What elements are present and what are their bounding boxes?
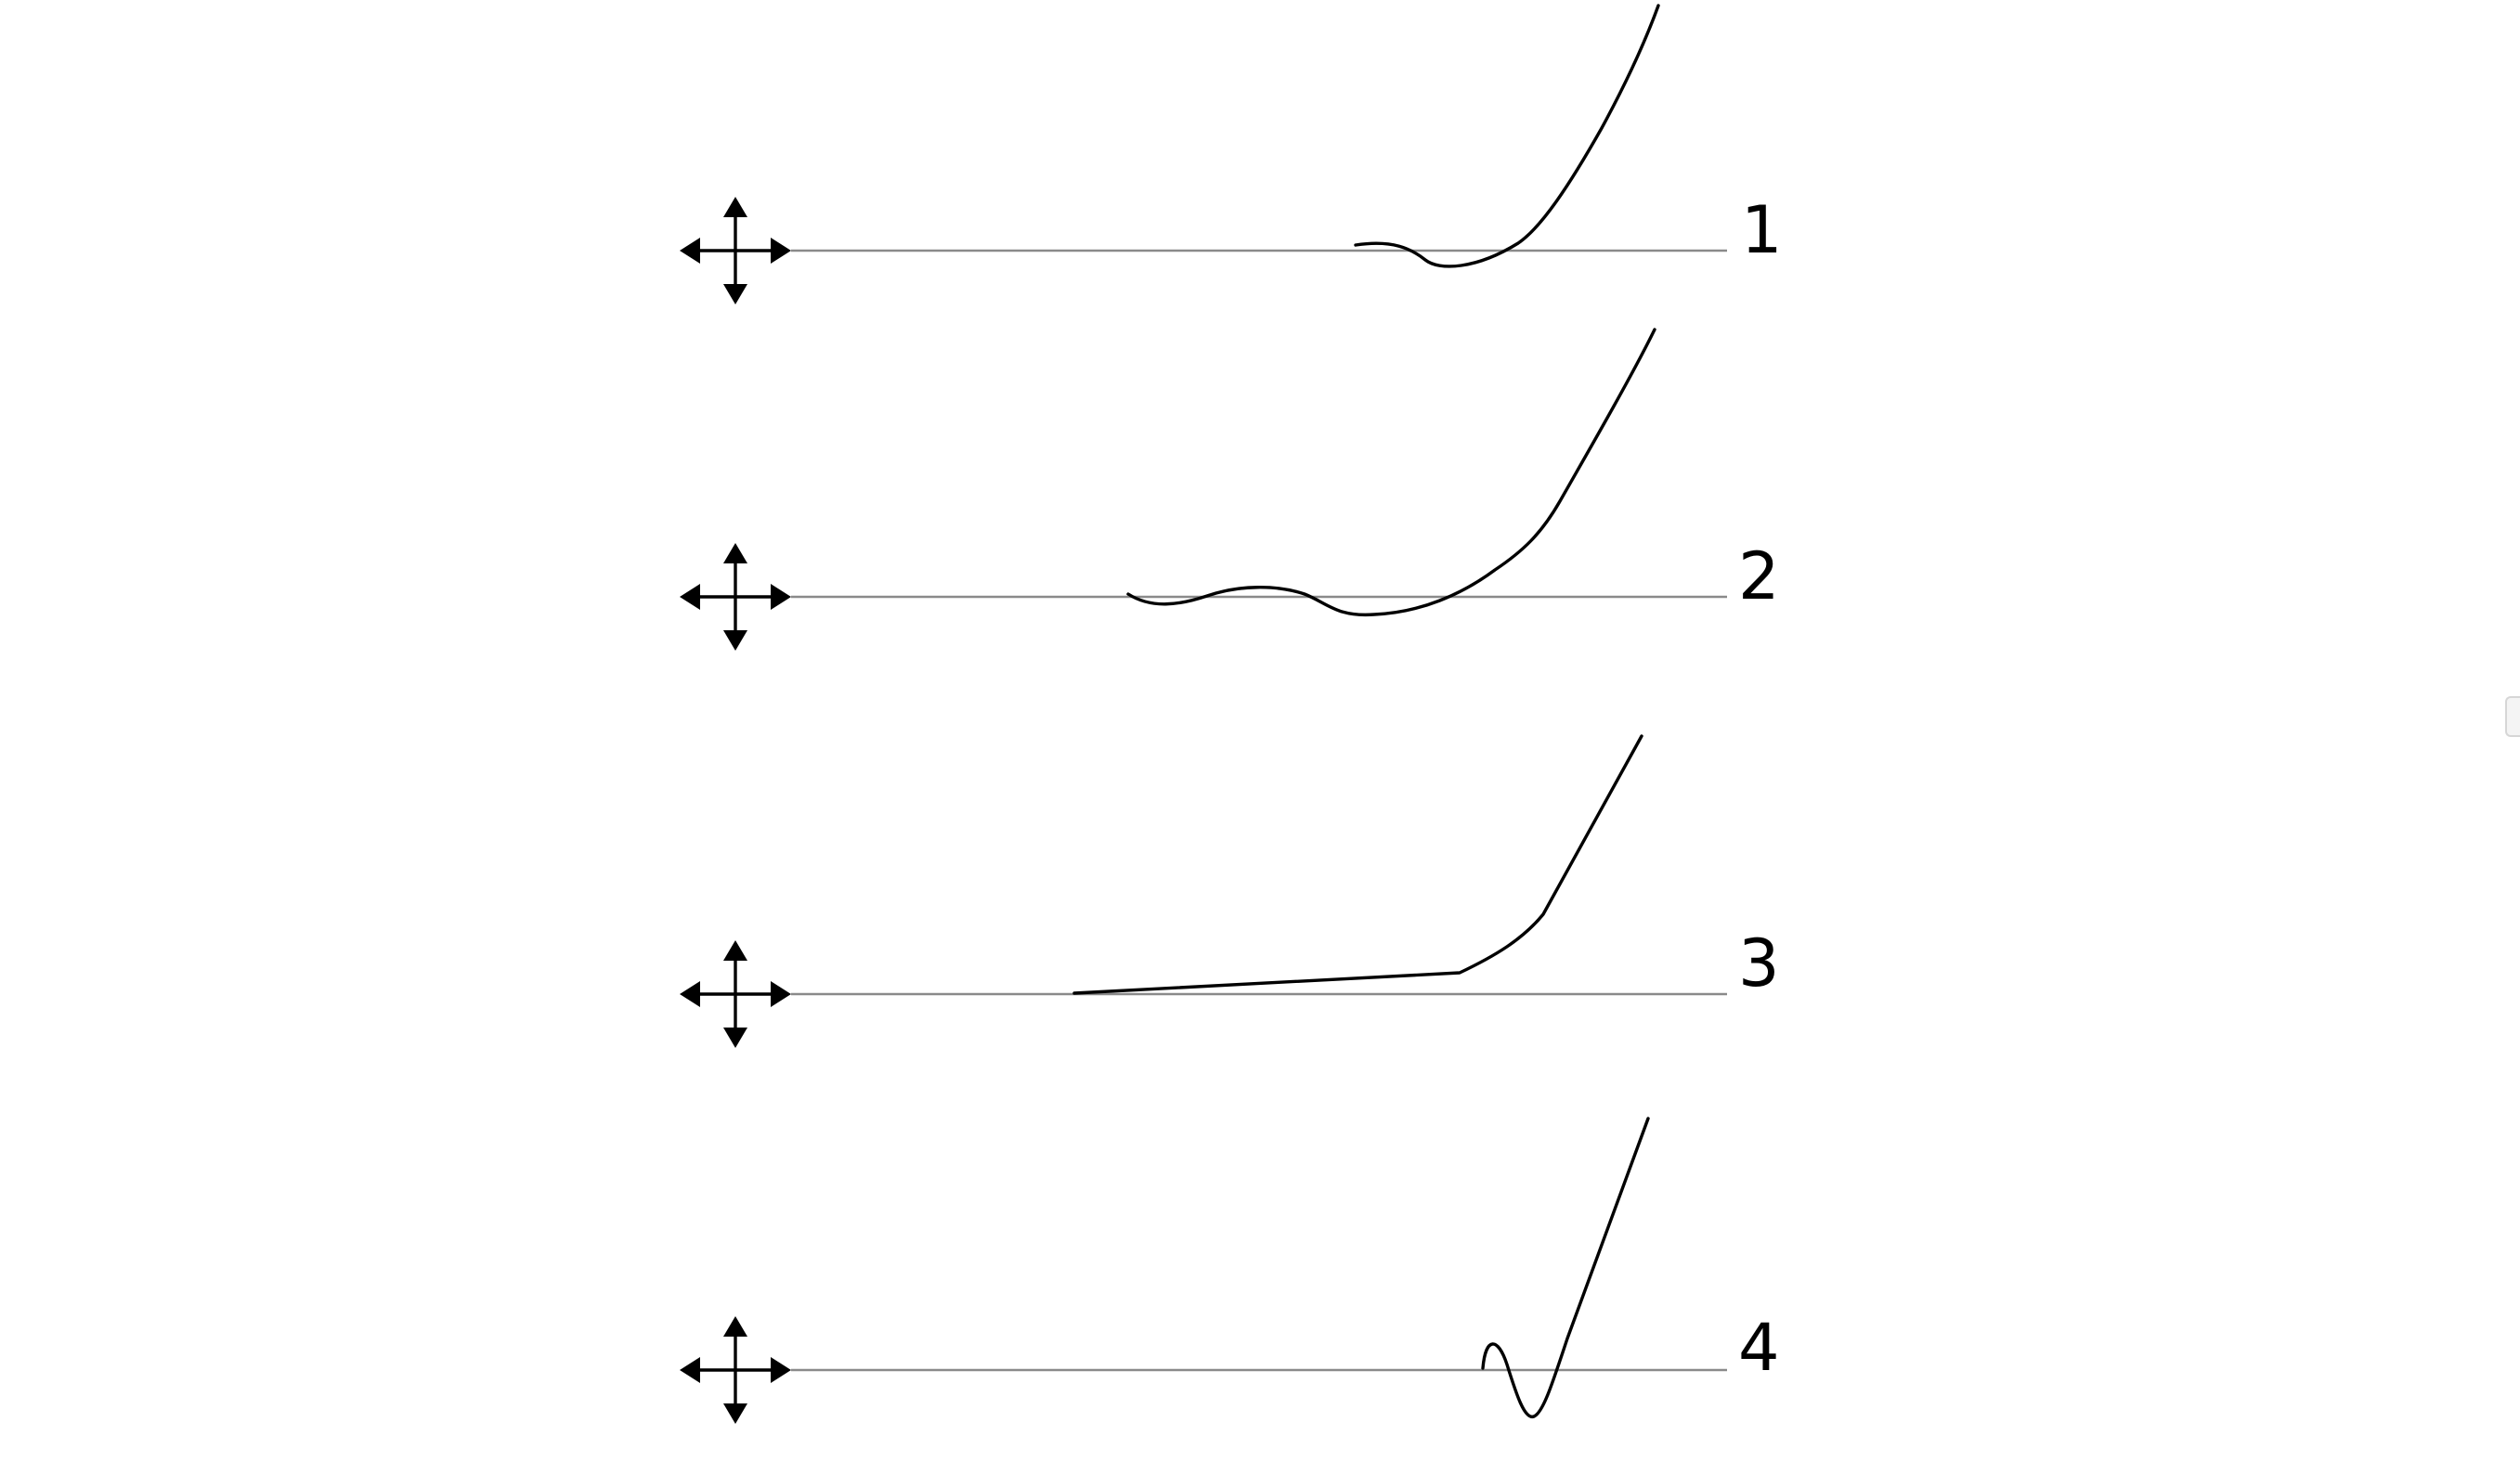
curve — [1072, 734, 1643, 995]
row-4: 4 — [680, 1117, 1780, 1424]
curve — [1354, 4, 1660, 268]
move-arrows-icon[interactable] — [680, 543, 791, 651]
row-3: 3 — [680, 734, 1780, 1048]
move-arrows-icon[interactable] — [680, 940, 791, 1048]
row-1: 1 — [680, 4, 1783, 304]
move-arrows-icon[interactable] — [680, 1316, 791, 1424]
curve — [1126, 328, 1656, 617]
move-arrows-icon[interactable] — [680, 197, 791, 304]
row-label: 4 — [1738, 1310, 1780, 1386]
curve — [1481, 1117, 1650, 1418]
row-label: 3 — [1738, 925, 1780, 1002]
row-label: 2 — [1738, 538, 1780, 614]
row-2: 2 — [680, 328, 1780, 651]
side-panel-handle[interactable] — [2505, 696, 2520, 737]
row-label: 1 — [1741, 192, 1783, 268]
